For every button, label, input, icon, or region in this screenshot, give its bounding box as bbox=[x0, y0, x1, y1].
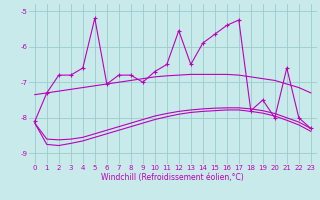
X-axis label: Windchill (Refroidissement éolien,°C): Windchill (Refroidissement éolien,°C) bbox=[101, 173, 244, 182]
